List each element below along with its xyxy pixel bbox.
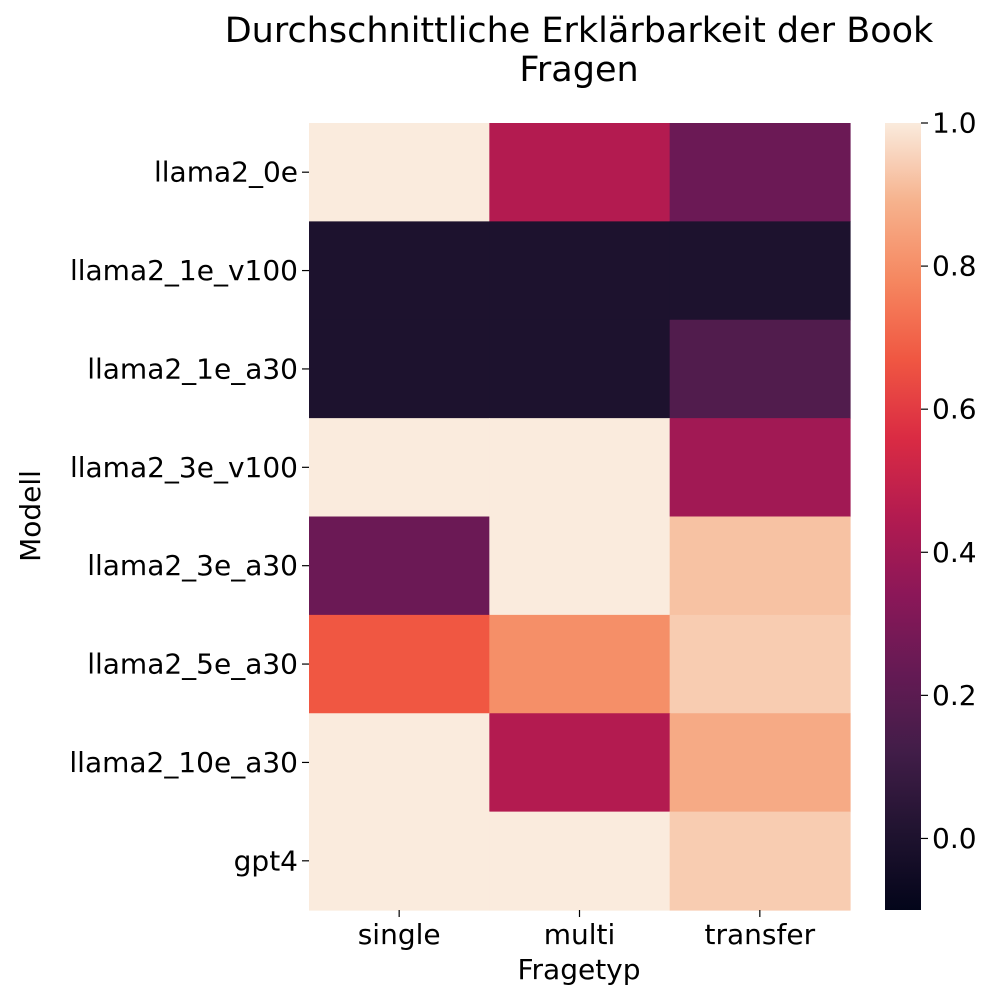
heatmap-cell (489, 713, 671, 813)
y-tick-label: gpt4 (234, 844, 298, 877)
x-tick-label: single (358, 918, 441, 951)
x-tick-label: transfer (705, 918, 816, 951)
heatmap-cell (489, 811, 671, 911)
x-axis-label: Fragetyp (517, 953, 640, 986)
chart-title-line-2: Fragen (519, 50, 638, 90)
heatmap-cell (489, 516, 671, 616)
y-tick-label: llama2_1e_a30 (87, 352, 298, 385)
colorbar (885, 123, 921, 910)
colorbar-tick-label: 0.2 (932, 679, 977, 712)
y-tick-label: llama2_0e (154, 156, 298, 189)
chart-title-line-1: Durchschnittliche Erklärbarkeit der Book (225, 11, 934, 51)
colorbar-ticks: 0.0 0.2 0.4 0.6 0.8 1.0 (921, 107, 977, 855)
heatmap-cell (309, 516, 490, 616)
heatmap-cell (309, 123, 490, 222)
heatmap-cell (309, 418, 490, 518)
heatmap-cell (669, 319, 851, 419)
colorbar-tick-label: 1.0 (932, 107, 977, 140)
heatmap-cell (669, 614, 851, 714)
x-axis-ticks: single multi transfer (358, 910, 816, 951)
colorbar-tick-label: 0.0 (932, 822, 977, 855)
heatmap-cell (669, 418, 851, 518)
heatmap-cell (669, 221, 851, 321)
x-tick-label: multi (544, 918, 616, 951)
heatmap-cell (309, 319, 490, 419)
heatmap-cell (309, 811, 490, 911)
y-tick-label: llama2_3e_v100 (70, 451, 298, 484)
heatmap-cell (669, 713, 851, 813)
colorbar-tick-label: 0.4 (932, 536, 977, 569)
heatmap-cell (489, 418, 671, 518)
y-tick-label: llama2_3e_a30 (87, 549, 298, 582)
colorbar-tick-label: 0.6 (932, 393, 977, 426)
heatmap-cell (489, 614, 671, 714)
heatmap-cell (309, 713, 490, 813)
y-tick-label: llama2_10e_a30 (69, 746, 298, 779)
heatmap-cell (309, 221, 490, 321)
y-axis-ticks: llama2_0e llama2_1e_v100 llama2_1e_a30llam… (69, 156, 309, 877)
heatmap-cell (309, 614, 490, 714)
heatmap-cell (489, 123, 671, 222)
y-tick-label: llama2_5e_a30 (87, 648, 298, 681)
heatmap-cell (669, 123, 851, 222)
heatmap-cell (489, 221, 671, 321)
heatmap-cell (669, 811, 851, 911)
heatmap-cells (309, 123, 851, 911)
heatmap-cell (669, 516, 851, 616)
heatmap-cell (489, 319, 671, 419)
colorbar-tick-label: 0.8 (932, 250, 977, 283)
y-axis-label: Modell (14, 470, 47, 562)
y-tick-label: llama2_1e_v100 (70, 254, 298, 287)
